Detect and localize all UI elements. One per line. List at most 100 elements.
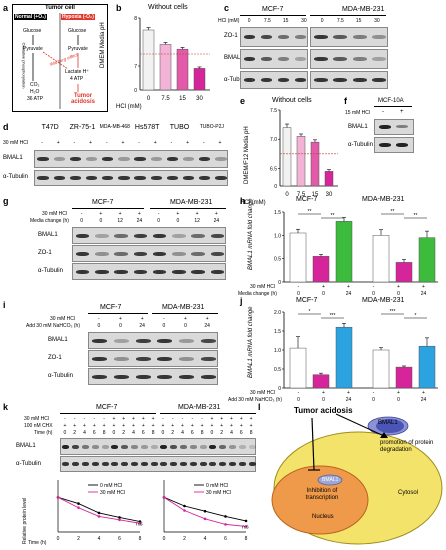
panel-a-glucose-right: Glucose (68, 28, 87, 34)
panel-d-bmal1-band-2 (69, 157, 82, 161)
chart-k1-xtick-3: 6 (118, 536, 121, 542)
panel-k-blot-2-label: α-Tubulin (16, 461, 41, 467)
chart-h-ytick-0: 0 (278, 280, 281, 284)
panel-g-row-2-band-0 (75, 269, 90, 274)
panel-i-row-2-band-2 (135, 374, 151, 379)
panel-k-chx-13: + (190, 423, 194, 429)
panel-c-zo1-mda-band-2 (352, 35, 367, 39)
panel-e-label: e (240, 96, 246, 106)
panel-k-tub-band-14 (199, 462, 207, 466)
panel-k-hcl-9: + (151, 416, 155, 422)
panel-g-blot-3-label: α-Tubulin (38, 268, 63, 274)
chart-h-bar-4 (395, 262, 413, 283)
chart-k1-point-1-0 (56, 496, 60, 499)
panel-l-diagram (271, 413, 443, 545)
panel-f-blot-2-label: α-Tubulin (348, 142, 373, 148)
panel-i-group-2: MDA-MB-231 (162, 304, 205, 311)
panel-e-chart: 0 7.5 15 30 6.5 7.0 7.5 0 (270, 108, 338, 198)
chart-k2-ns: n.s (242, 524, 249, 530)
panel-k-time-19: 8 (249, 430, 253, 436)
panel-h-hcl-2: + (347, 284, 350, 290)
panel-g-row-0-band-2 (114, 233, 128, 238)
chart-e-tick-1: 7.5 (297, 192, 306, 198)
panel-d-bmal1-band-3 (85, 157, 98, 161)
panel-k-bmal1-band-19 (248, 444, 256, 449)
panel-j-hcl-5: + (422, 390, 425, 396)
panel-c-blot-1-label: ZO-1 (224, 33, 238, 39)
panel-g-media-7: 24 (213, 218, 220, 224)
panel-g-blots (72, 227, 226, 280)
panel-j-add-3: 0 (372, 397, 375, 403)
chart-k1-point-1-1 (77, 506, 80, 510)
panel-a-normal: Normal (+O₂) (14, 14, 47, 20)
chart-h-bar-3 (372, 235, 390, 283)
panel-g-blot-0 (72, 227, 226, 244)
panel-c-zo1-mcf7-band-0 (243, 35, 256, 39)
panel-k-blots (60, 438, 256, 472)
panel-i-label: i (3, 300, 6, 310)
panel-h-hcl-3: - (372, 284, 375, 290)
panel-k-hcl-17: + (230, 416, 233, 422)
panel-f-title: MCF-10A (378, 98, 404, 104)
panel-g-row-0-band-3 (133, 233, 148, 238)
panel-c-lane-5: 7.5 (336, 18, 344, 24)
panel-c-tub-mda-band-2 (352, 78, 367, 82)
panel-d-lane-7: + (153, 140, 157, 146)
panel-e-title: Without cells (272, 97, 312, 104)
panel-i-blots (88, 332, 218, 385)
panel-h-media-1: 0 (322, 291, 325, 297)
panel-g-row-0-band-1 (95, 233, 109, 238)
chart-j-sig-3: * (415, 313, 417, 319)
panel-a-atp4: 4 ATP (70, 76, 84, 82)
chart-j-bar-4 (395, 366, 413, 389)
panel-c-tub-mcf7-band-1 (260, 78, 273, 82)
chart-j-ytick-1: 0.5 (274, 367, 281, 373)
chart-e-bar-3 (324, 171, 334, 187)
panel-i-row-0-band-2 (135, 338, 151, 343)
panel-c-bmal1-mda-band-0 (313, 57, 328, 61)
chart-j-bar-0 (289, 347, 307, 389)
panel-i-add-4: 0 (184, 323, 187, 329)
panel-i-hcl-2: + (140, 316, 144, 322)
panel-d-lane-9: + (186, 140, 190, 146)
panel-k-bmal1-band-8 (140, 444, 148, 449)
chart-j-ytick-4: 2.0 (274, 310, 281, 316)
panel-k-chx-row: + + + + + + + + + + + + + + + + + + + + (60, 423, 256, 430)
panel-j-hcl-row: - + + - + + (286, 390, 436, 397)
panel-h-media-2: 24 (345, 291, 352, 297)
panel-i-add-5: 24 (204, 323, 210, 329)
panel-k-blot-1-label: BMAL1 (16, 443, 36, 449)
chart-b-ytick-zero: 0 (134, 88, 137, 94)
panel-g-hcl-0: - (80, 211, 83, 217)
panel-k-tub-band-12 (180, 462, 187, 466)
panel-c-lane-0: 0 (247, 18, 251, 24)
chart-k2-point-1-2 (203, 517, 207, 521)
panel-k-label: k (3, 402, 9, 412)
panel-k-time-12: 4 (181, 430, 184, 436)
chart-k2-point-0-2 (203, 509, 207, 513)
chart-b-tick-0: 0 (147, 96, 151, 102)
panel-b-chart: 07.515306780 (134, 16, 210, 102)
panel-k-bmal1-band-1 (72, 444, 80, 449)
panel-d-lane-8: - (170, 140, 173, 146)
panel-d-blot-1-label: BMAL1 (3, 155, 23, 161)
panel-a-arrows (32, 13, 79, 109)
panel-j-add-row: 0 0 24 0 0 24 (286, 397, 436, 404)
panel-l-inhibition: Inhibition of transcription (305, 488, 339, 501)
panel-j-add-1: 0 (322, 397, 325, 403)
panel-k-hcl-5: + (112, 416, 116, 422)
panel-k-bmal1-band-5 (111, 444, 119, 449)
panel-k-chx-6: + (122, 423, 126, 429)
panel-d-bmal1-band-0 (37, 157, 49, 161)
panel-c-bmal1-mcf7-band-1 (260, 57, 273, 61)
panel-f-blot-1-label: BMAL1 (348, 124, 368, 130)
panel-h-row-2: Media change (h) (238, 291, 277, 297)
chart-b-tick-3: 30 (196, 96, 203, 102)
panel-g-label: g (3, 196, 9, 206)
chart-k1-legend-0: 0 mM HCl (100, 483, 122, 489)
chart-h-bar-5 (418, 237, 436, 283)
chart-j-bar-2 (335, 326, 353, 389)
panel-i-hcl-5: + (205, 316, 209, 322)
panel-k-time-9: 8 (151, 430, 155, 436)
